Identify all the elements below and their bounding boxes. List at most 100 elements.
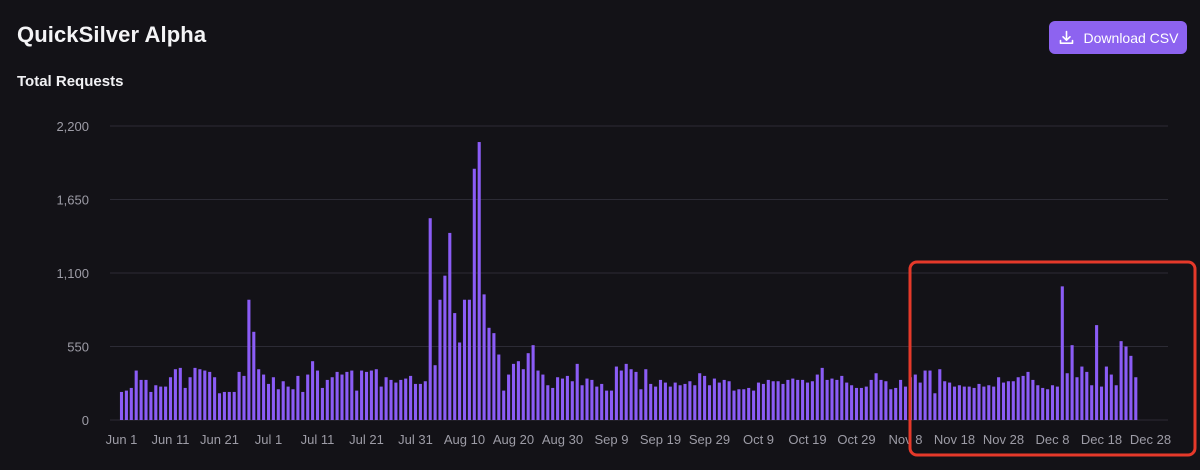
bar[interactable] bbox=[747, 387, 751, 420]
bar[interactable] bbox=[962, 386, 966, 420]
bar[interactable] bbox=[654, 386, 658, 420]
bar[interactable] bbox=[840, 375, 844, 420]
bar[interactable] bbox=[1090, 385, 1094, 420]
bar[interactable] bbox=[952, 386, 957, 420]
bar[interactable] bbox=[472, 168, 476, 420]
bar[interactable] bbox=[379, 386, 383, 420]
bar[interactable] bbox=[286, 386, 290, 420]
bar[interactable] bbox=[222, 391, 226, 420]
bar[interactable] bbox=[384, 377, 388, 420]
bar[interactable] bbox=[1001, 382, 1006, 420]
bar[interactable] bbox=[590, 379, 594, 420]
bar[interactable] bbox=[595, 386, 599, 420]
bar[interactable] bbox=[781, 383, 785, 420]
bar[interactable] bbox=[325, 379, 329, 420]
bar[interactable] bbox=[835, 379, 839, 420]
bar[interactable] bbox=[1080, 366, 1084, 420]
bar[interactable] bbox=[203, 370, 207, 420]
bar[interactable] bbox=[609, 390, 614, 420]
bar[interactable] bbox=[404, 378, 408, 420]
bar[interactable] bbox=[423, 381, 427, 420]
bar[interactable] bbox=[462, 299, 467, 420]
bar[interactable] bbox=[903, 386, 908, 420]
bar[interactable] bbox=[409, 375, 413, 420]
bar[interactable] bbox=[168, 377, 173, 420]
bar[interactable] bbox=[845, 382, 849, 420]
bar[interactable] bbox=[987, 385, 991, 420]
bar[interactable] bbox=[791, 378, 795, 420]
bar[interactable] bbox=[487, 327, 491, 420]
bar[interactable] bbox=[237, 371, 241, 420]
bar[interactable] bbox=[605, 390, 609, 420]
bar[interactable] bbox=[1109, 374, 1113, 420]
bar[interactable] bbox=[776, 381, 780, 420]
bar[interactable] bbox=[1055, 386, 1059, 420]
bar[interactable] bbox=[1026, 371, 1030, 420]
bar[interactable] bbox=[1041, 387, 1045, 420]
bar[interactable] bbox=[644, 369, 648, 420]
bar[interactable] bbox=[894, 387, 898, 420]
bar[interactable] bbox=[1006, 381, 1010, 420]
bar[interactable] bbox=[570, 381, 574, 420]
bar[interactable] bbox=[413, 383, 418, 420]
bar[interactable] bbox=[982, 386, 986, 420]
bar[interactable] bbox=[271, 377, 275, 420]
bar[interactable] bbox=[1124, 346, 1128, 421]
bar[interactable] bbox=[242, 375, 246, 420]
bar[interactable] bbox=[884, 381, 888, 420]
bar[interactable] bbox=[649, 383, 653, 420]
bar[interactable] bbox=[541, 374, 545, 420]
bar[interactable] bbox=[1036, 385, 1040, 420]
bar[interactable] bbox=[306, 374, 310, 420]
bar[interactable] bbox=[585, 378, 589, 420]
bar[interactable] bbox=[663, 382, 667, 420]
bar[interactable] bbox=[266, 383, 271, 420]
bar[interactable] bbox=[511, 363, 516, 420]
bar[interactable] bbox=[707, 385, 712, 420]
bar[interactable] bbox=[830, 378, 834, 420]
bar[interactable] bbox=[296, 375, 300, 420]
bar[interactable] bbox=[320, 387, 324, 420]
bar[interactable] bbox=[1095, 325, 1099, 420]
bar[interactable] bbox=[913, 374, 917, 420]
bar[interactable] bbox=[144, 379, 148, 420]
bar[interactable] bbox=[183, 387, 187, 420]
bar[interactable] bbox=[717, 382, 721, 420]
bar[interactable] bbox=[1134, 377, 1138, 420]
bar[interactable] bbox=[756, 382, 761, 420]
bar[interactable] bbox=[418, 383, 422, 420]
bar[interactable] bbox=[732, 390, 736, 420]
bar[interactable] bbox=[257, 369, 261, 420]
bar[interactable] bbox=[722, 379, 726, 420]
bar[interactable] bbox=[752, 390, 756, 420]
bar[interactable] bbox=[227, 391, 231, 420]
bar[interactable] bbox=[805, 382, 810, 420]
bar[interactable] bbox=[213, 377, 217, 420]
bar[interactable] bbox=[957, 385, 961, 420]
bar[interactable] bbox=[526, 353, 530, 420]
bar[interactable] bbox=[399, 379, 403, 420]
bar[interactable] bbox=[786, 379, 790, 420]
bar[interactable] bbox=[1070, 345, 1074, 420]
bar[interactable] bbox=[737, 389, 741, 420]
bar[interactable] bbox=[933, 393, 937, 420]
bar[interactable] bbox=[948, 382, 952, 420]
bar[interactable] bbox=[124, 390, 128, 420]
bar[interactable] bbox=[536, 370, 540, 420]
bar[interactable] bbox=[673, 382, 677, 420]
bar[interactable] bbox=[1075, 377, 1079, 420]
bar[interactable] bbox=[262, 374, 266, 420]
bar[interactable] bbox=[771, 381, 775, 420]
bar[interactable] bbox=[629, 369, 633, 420]
bar[interactable] bbox=[433, 365, 437, 420]
bar[interactable] bbox=[820, 367, 824, 420]
bar[interactable] bbox=[967, 386, 971, 420]
bar[interactable] bbox=[448, 232, 452, 420]
bar[interactable] bbox=[1099, 386, 1104, 420]
bar[interactable] bbox=[658, 379, 663, 420]
bar[interactable] bbox=[394, 382, 398, 420]
bar[interactable] bbox=[311, 361, 315, 420]
bar[interactable] bbox=[879, 379, 883, 420]
bar[interactable] bbox=[1114, 385, 1118, 420]
bar[interactable] bbox=[1046, 389, 1050, 420]
